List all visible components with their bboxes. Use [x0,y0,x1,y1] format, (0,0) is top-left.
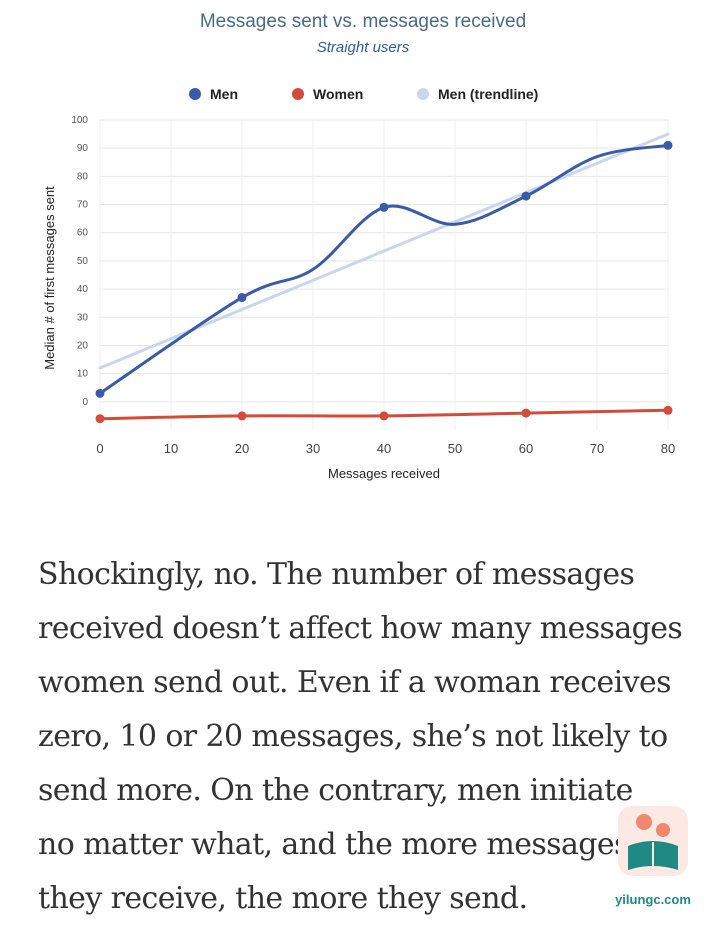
article-line: send more. On the contrary, men initiate [38,773,633,808]
article-line: they receive, the more they send. [38,881,528,916]
y-tick-label: 90 [77,143,89,154]
y-tick-label: 20 [77,340,89,351]
x-tick-label: 80 [661,441,675,456]
legend: Men Women Men (trendline) [189,86,538,102]
series-line-men [98,143,670,395]
x-tick-label: 50 [448,441,462,456]
watermark: yilungc.com [612,806,694,914]
data-point-women [663,405,673,415]
chart-title: Messages sent vs. messages received [200,11,526,32]
tick-layer: 0 10 20 30 40 50 60 70 80 90 100 0 10 20 30 40 50 60 70 80 [71,115,675,456]
y-tick-label: 30 [77,312,89,323]
x-axis-label: Messages received [328,466,440,481]
article-line: zero, 10 or 20 messages, she’s not likel… [38,719,668,754]
y-axis-label: Median # of first messages sent [42,186,57,370]
legend-swatch-men-trendline [417,88,429,100]
article-line: received doesn’t affect how many message… [38,611,683,646]
y-tick-label: 100 [71,115,88,126]
legend-label-men-trendline: Men (trendline) [438,86,538,102]
article-line: Shockingly, no. The number of messages [38,557,635,592]
watermark-text: yilungc.com [615,892,691,907]
data-point-women [379,411,389,421]
article-line: women send out. Even if a woman receives [38,665,672,700]
y-tick-label: 70 [77,200,89,211]
watermark-logo-icon [618,806,688,876]
data-point-men [521,191,531,201]
legend-label-men: Men [210,86,238,102]
y-tick-label: 60 [77,228,89,239]
grid-layer [99,119,669,430]
legend-swatch-women [292,88,304,100]
article-paragraph: Shockingly, no. The number of messages r… [38,548,688,926]
series-layer [95,132,673,424]
legend-swatch-men [189,88,201,100]
y-tick-label: 50 [77,256,89,267]
x-tick-label: 40 [377,441,391,456]
x-tick-label: 60 [519,441,533,456]
chart-subtitle: Straight users [317,39,410,56]
y-tick-label: 80 [77,171,89,182]
data-point-women [95,414,105,424]
x-tick-label: 0 [96,441,103,456]
data-point-women [237,411,247,421]
x-tick-label: 70 [590,441,604,456]
data-point-women [521,408,531,418]
data-point-men [663,140,673,150]
y-tick-label: 40 [77,284,89,295]
x-tick-label: 20 [235,441,249,456]
x-tick-label: 30 [306,441,320,456]
y-tick-label: 10 [77,369,89,380]
data-point-men [379,202,389,212]
y-tick-label: 0 [82,397,88,408]
data-point-men [237,293,247,303]
article-line: no matter what, and the more messages [38,827,629,862]
x-tick-label: 10 [164,441,178,456]
legend-label-women: Women [313,86,363,102]
data-point-men [95,388,105,398]
